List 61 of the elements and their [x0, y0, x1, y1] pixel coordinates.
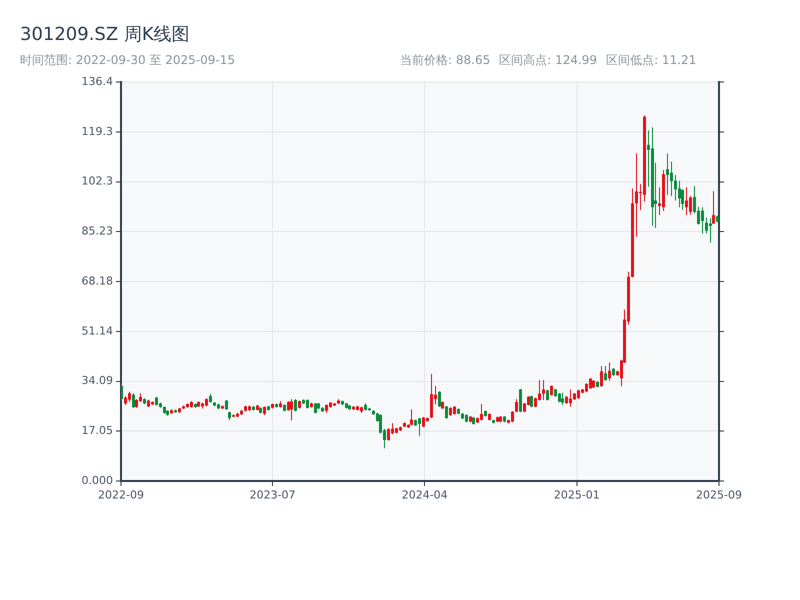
candlestick: [550, 384, 553, 396]
candlestick: [290, 398, 293, 421]
candlestick: [294, 398, 297, 412]
candlestick: [534, 397, 537, 408]
candlestick: [558, 392, 561, 403]
text: 当前价格: 88.65: [400, 53, 490, 67]
x-tick-label: 2022-09: [98, 488, 144, 502]
y-tick-label: 34.09: [82, 374, 113, 388]
y-tick-label: 102.3: [82, 174, 113, 188]
y-tick-label: 136.4: [82, 74, 113, 88]
candlestick: [670, 161, 673, 197]
candlestick: [480, 404, 483, 421]
candlestick: [418, 417, 421, 436]
chart-subtitle: 时间范围: 2022-09-30 至 2025-09-15: [20, 52, 235, 69]
y-tick-label: 68.18: [82, 274, 113, 288]
text: 区间低点: 11.21: [606, 53, 696, 67]
y-tick-label: 17.05: [82, 424, 113, 437]
candlestick: [674, 174, 677, 201]
candlestick: [577, 389, 580, 400]
candlestick: [387, 428, 390, 442]
y-tick-label: 51.14: [82, 324, 113, 338]
x-tick-label: 2025-09: [696, 488, 742, 502]
chart-title: 301209.SZ 周K线图: [20, 23, 190, 46]
candlestick: [542, 380, 545, 400]
candlestick: [678, 180, 681, 208]
y-tick-label: 85.23: [82, 224, 113, 238]
candlestick: [600, 366, 603, 388]
candlestick: [685, 186, 688, 216]
candlestick: [604, 366, 607, 382]
candlestick: [445, 405, 448, 420]
candlestick: [515, 398, 518, 413]
candlestick: [701, 206, 704, 234]
candlestick: [635, 152, 638, 238]
x-tick-label: 2023-07: [250, 488, 296, 502]
candlestick: [530, 395, 533, 408]
candlestick: [132, 392, 135, 408]
candlestick: [561, 392, 564, 406]
candlestick: [689, 196, 692, 216]
candlestick: [511, 410, 514, 423]
candlestick: [666, 153, 669, 196]
candlestick: [712, 190, 715, 224]
candlestick: [128, 391, 131, 403]
candlestick: [422, 416, 425, 428]
candlestick: [705, 216, 708, 234]
candlestick: [438, 390, 441, 408]
candlestick: [430, 373, 433, 419]
candlestick: [314, 402, 317, 414]
candlestick: [519, 388, 522, 413]
y-tick-label: 0.000: [82, 474, 113, 487]
candlestick: [589, 378, 592, 390]
candlestick: [569, 388, 572, 408]
x-tick-label: 2025-01: [554, 488, 600, 502]
candlestick: [709, 218, 712, 244]
candlestick: [410, 408, 413, 426]
candlestick: [225, 399, 228, 410]
y-tick-label: 119.3: [82, 124, 113, 138]
candlestick: [546, 389, 549, 402]
x-tick-label: 2024-04: [402, 488, 448, 502]
candlestick: [306, 398, 309, 409]
candlestick: [608, 362, 611, 382]
text: 区间高点: 124.99: [499, 53, 598, 67]
